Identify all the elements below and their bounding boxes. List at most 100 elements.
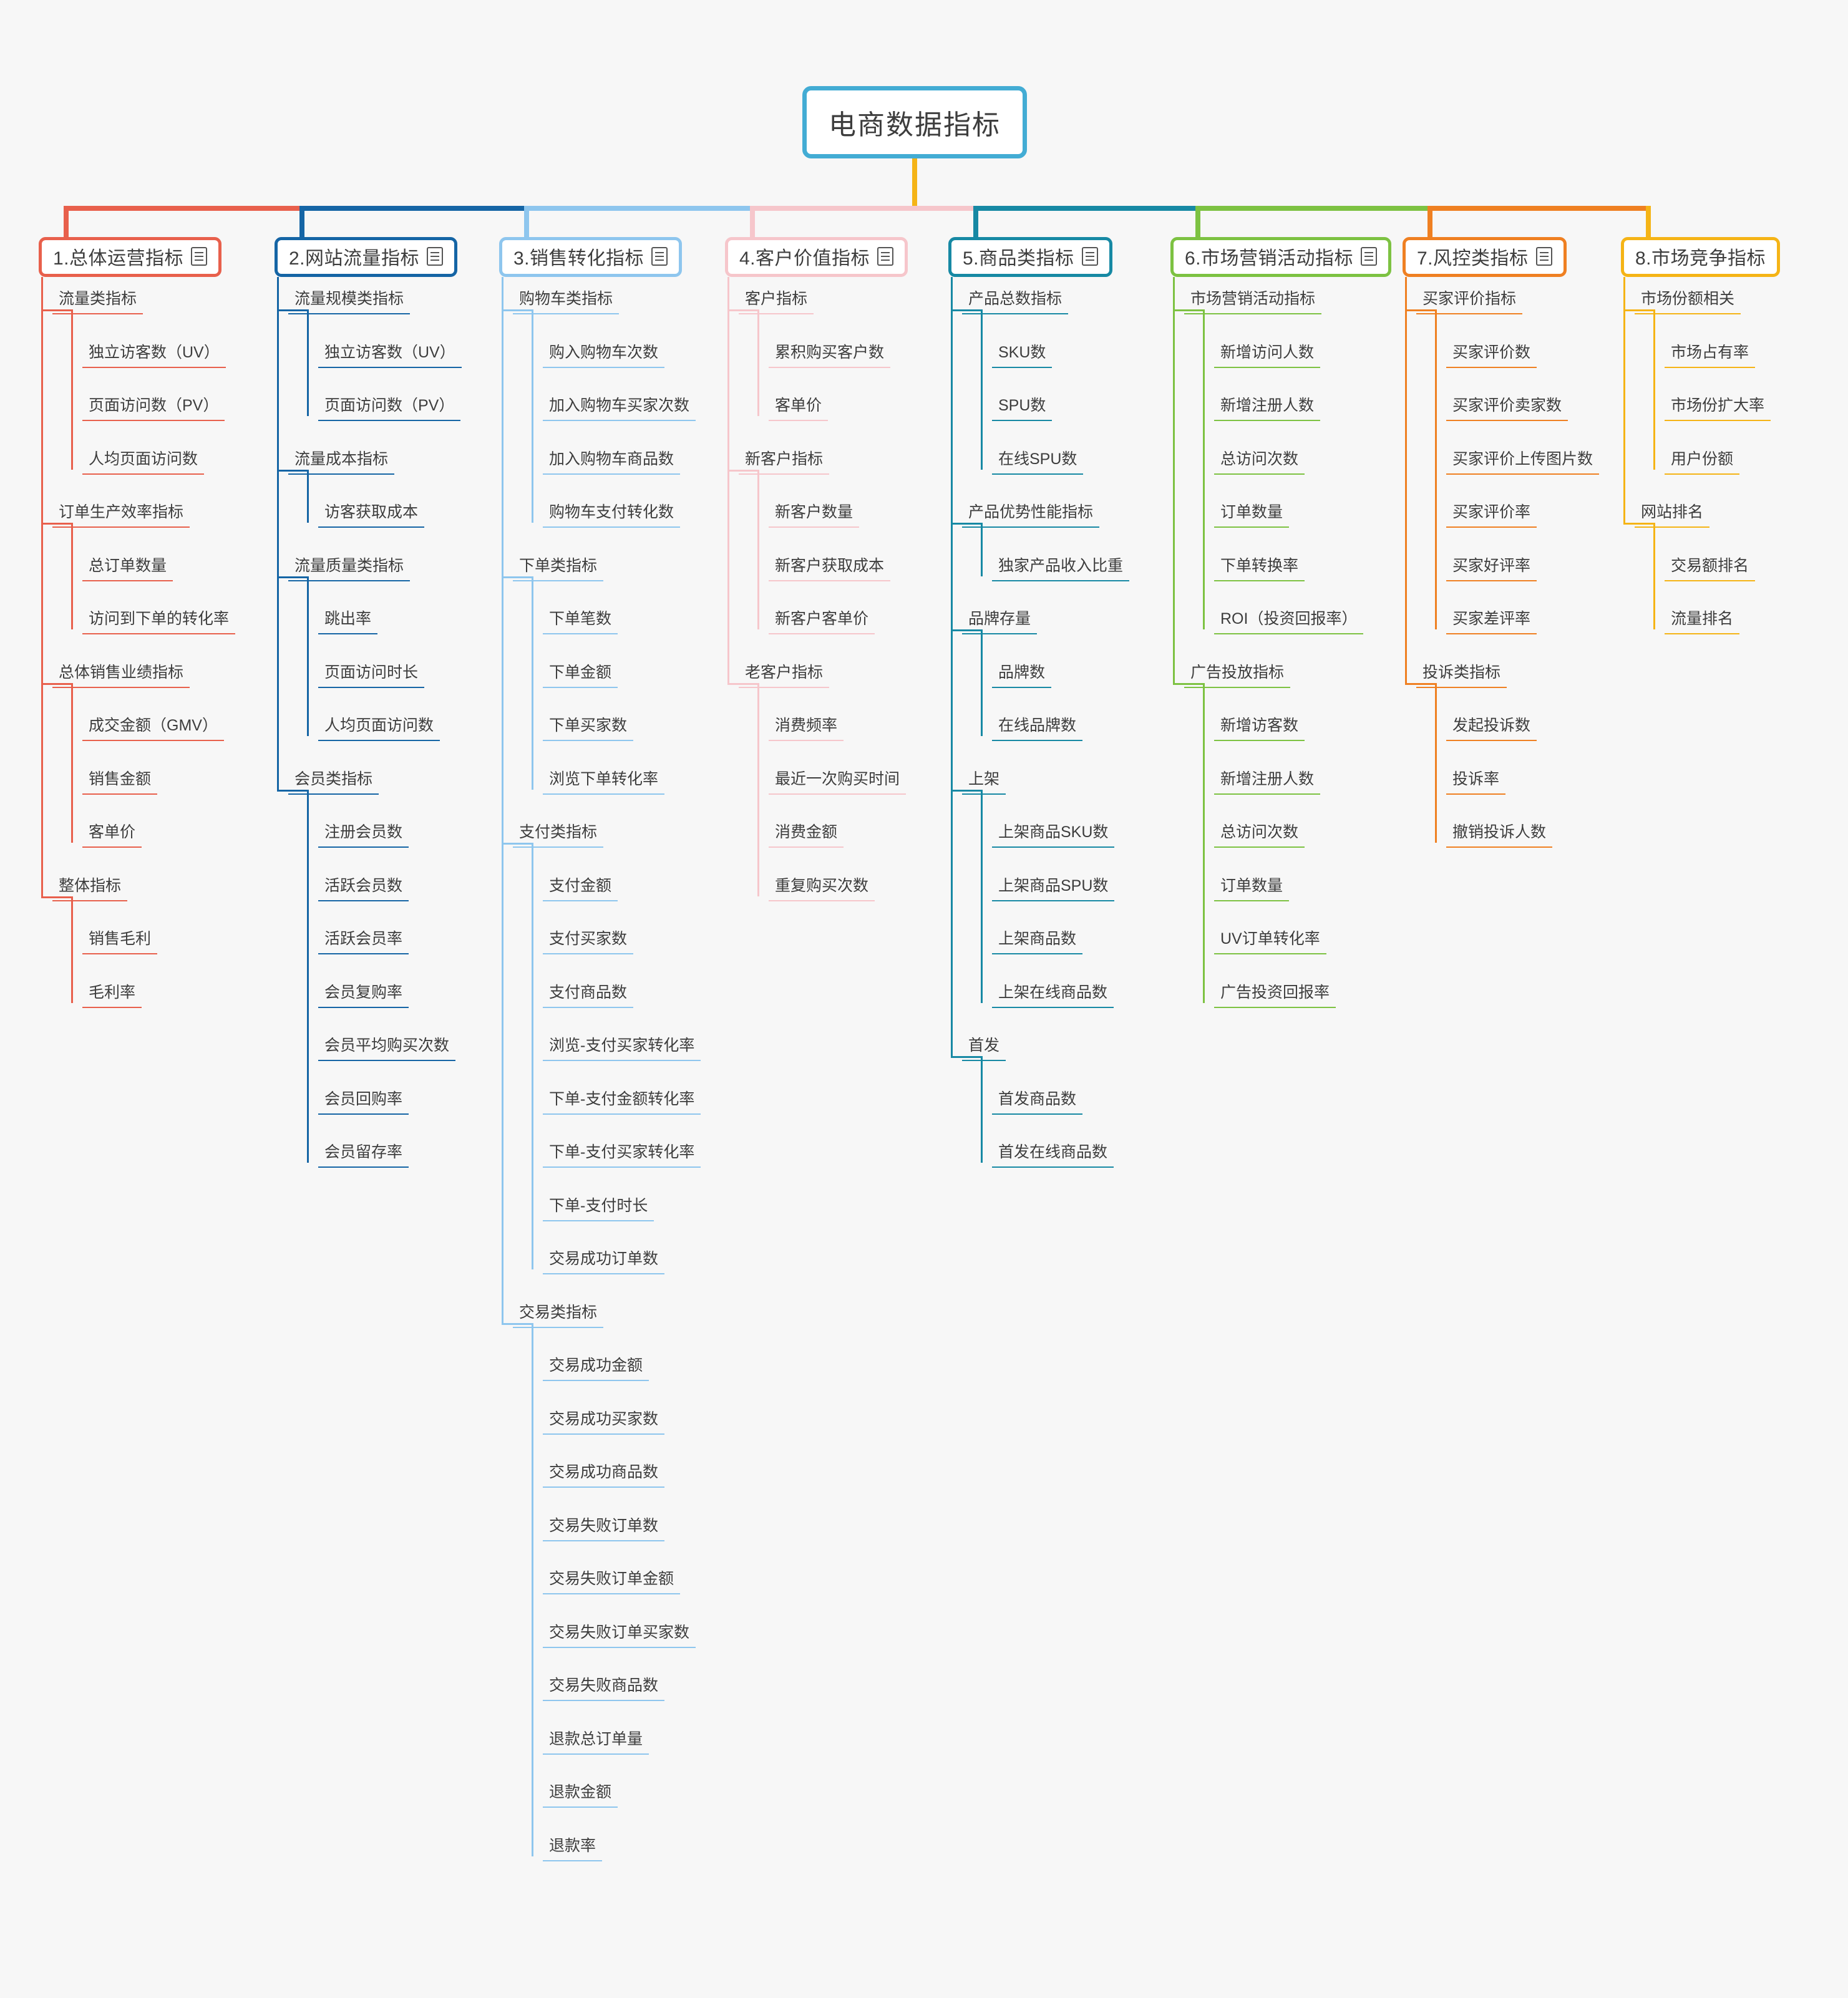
group-label[interactable]: 投诉类指标 <box>1416 663 1507 688</box>
leaf-label[interactable]: 市场占有率 <box>1665 343 1756 368</box>
leaf-label[interactable]: 会员留存率 <box>318 1143 409 1168</box>
leaf-label[interactable]: 销售金额 <box>82 770 158 795</box>
leaf-label[interactable]: 购物车支付转化数 <box>543 503 681 528</box>
group-label[interactable]: 流量类指标 <box>52 289 143 314</box>
group-label[interactable]: 上架 <box>962 770 1006 795</box>
leaf-label[interactable]: 退款总订单量 <box>543 1730 649 1755</box>
leaf-label[interactable]: UV订单转化率 <box>1214 929 1326 954</box>
leaf-label[interactable]: 购入购物车次数 <box>543 343 665 368</box>
group-label[interactable]: 广告投放指标 <box>1184 663 1291 688</box>
leaf-label[interactable]: 独家产品收入比重 <box>992 556 1130 581</box>
leaf-label[interactable]: 广告投资回报率 <box>1214 983 1336 1008</box>
leaf-label[interactable]: 访问到下单的转化率 <box>82 609 236 634</box>
leaf-label[interactable]: 总订单数量 <box>82 556 173 581</box>
leaf-label[interactable]: 下单转换率 <box>1214 556 1305 581</box>
branch-title-4[interactable]: 4.客户价值指标 <box>725 237 908 277</box>
group-label[interactable]: 流量成本指标 <box>288 450 395 475</box>
leaf-label[interactable]: 买家评价上传图片数 <box>1446 450 1600 475</box>
group-label[interactable]: 买家评价指标 <box>1416 289 1523 314</box>
leaf-label[interactable]: 会员回购率 <box>318 1090 409 1115</box>
leaf-label[interactable]: 品牌数 <box>992 663 1052 688</box>
group-label[interactable]: 客户指标 <box>739 289 814 314</box>
leaf-label[interactable]: 浏览-支付买家转化率 <box>543 1036 701 1061</box>
leaf-label[interactable]: 上架商品SPU数 <box>992 876 1115 901</box>
leaf-label[interactable]: 客单价 <box>82 823 142 848</box>
leaf-label[interactable]: 支付商品数 <box>543 983 634 1008</box>
group-label[interactable]: 首发 <box>962 1036 1006 1061</box>
leaf-label[interactable]: 在线SPU数 <box>992 450 1084 475</box>
leaf-label[interactable]: 市场份扩大率 <box>1665 396 1771 421</box>
leaf-label[interactable]: 首发在线商品数 <box>992 1143 1114 1168</box>
leaf-label[interactable]: 总访问次数 <box>1214 450 1305 475</box>
branch-title-1[interactable]: 1.总体运营指标 <box>39 237 222 277</box>
leaf-label[interactable]: 发起投诉数 <box>1446 716 1537 741</box>
leaf-label[interactable]: 支付金额 <box>543 876 618 901</box>
leaf-label[interactable]: 销售毛利 <box>82 929 158 954</box>
group-label[interactable]: 市场份额相关 <box>1635 289 1741 314</box>
leaf-label[interactable]: 页面访问数（PV） <box>82 396 225 421</box>
leaf-label[interactable]: 交易成功商品数 <box>543 1463 665 1488</box>
document-icon[interactable] <box>651 247 668 266</box>
leaf-label[interactable]: 交易失败订单数 <box>543 1516 665 1541</box>
leaf-label[interactable]: 人均页面访问数 <box>318 716 440 741</box>
leaf-label[interactable]: 交易成功金额 <box>543 1356 649 1381</box>
group-label[interactable]: 整体指标 <box>52 876 128 901</box>
leaf-label[interactable]: 在线品牌数 <box>992 716 1083 741</box>
leaf-label[interactable]: 买家差评率 <box>1446 609 1537 634</box>
branch-title-3[interactable]: 3.销售转化指标 <box>499 237 683 277</box>
leaf-label[interactable]: 消费金额 <box>769 823 844 848</box>
group-label[interactable]: 产品优势性能指标 <box>962 503 1100 528</box>
leaf-label[interactable]: 会员平均购买次数 <box>318 1036 456 1061</box>
leaf-label[interactable]: 买家评价数 <box>1446 343 1537 368</box>
leaf-label[interactable]: 独立访客数（UV） <box>82 343 226 368</box>
leaf-label[interactable]: 人均页面访问数 <box>82 450 205 475</box>
leaf-label[interactable]: 活跃会员率 <box>318 929 409 954</box>
leaf-label[interactable]: 上架在线商品数 <box>992 983 1114 1008</box>
leaf-label[interactable]: 买家好评率 <box>1446 556 1537 581</box>
branch-title-6[interactable]: 6.市场营销活动指标 <box>1170 237 1392 277</box>
leaf-label[interactable]: 交易成功订单数 <box>543 1249 665 1274</box>
leaf-label[interactable]: 加入购物车商品数 <box>543 450 681 475</box>
group-label[interactable]: 购物车类指标 <box>513 289 620 314</box>
branch-title-7[interactable]: 7.风控类指标 <box>1403 237 1567 277</box>
leaf-label[interactable]: 总访问次数 <box>1214 823 1305 848</box>
branch-title-5[interactable]: 5.商品类指标 <box>948 237 1112 277</box>
leaf-label[interactable]: 新客户数量 <box>769 503 860 528</box>
group-label[interactable]: 支付类指标 <box>513 823 604 848</box>
leaf-label[interactable]: 消费频率 <box>769 716 844 741</box>
leaf-label[interactable]: 毛利率 <box>82 983 142 1008</box>
leaf-label[interactable]: SPU数 <box>992 396 1053 421</box>
leaf-label[interactable]: 下单笔数 <box>543 609 618 634</box>
leaf-label[interactable]: 上架商品数 <box>992 929 1083 954</box>
group-label[interactable]: 订单生产效率指标 <box>52 503 190 528</box>
leaf-label[interactable]: 退款金额 <box>543 1783 618 1808</box>
group-label[interactable]: 老客户指标 <box>739 663 830 688</box>
leaf-label[interactable]: 页面访问数（PV） <box>318 396 461 421</box>
leaf-label[interactable]: 新增访客数 <box>1214 716 1305 741</box>
leaf-label[interactable]: 独立访客数（UV） <box>318 343 462 368</box>
leaf-label[interactable]: 流量排名 <box>1665 609 1740 634</box>
leaf-label[interactable]: 注册会员数 <box>318 823 409 848</box>
leaf-label[interactable]: 访客获取成本 <box>318 503 425 528</box>
leaf-label[interactable]: 活跃会员数 <box>318 876 409 901</box>
leaf-label[interactable]: 下单金额 <box>543 663 618 688</box>
leaf-label[interactable]: 新客户客单价 <box>769 609 875 634</box>
leaf-label[interactable]: 新增注册人数 <box>1214 396 1321 421</box>
group-label[interactable]: 流量规模类指标 <box>288 289 411 314</box>
leaf-label[interactable]: 下单-支付金额转化率 <box>543 1090 701 1115</box>
group-label[interactable]: 市场营销活动指标 <box>1184 289 1322 314</box>
group-label[interactable]: 总体销售业绩指标 <box>52 663 190 688</box>
group-label[interactable]: 会员类指标 <box>288 770 379 795</box>
leaf-label[interactable]: 下单-支付买家转化率 <box>543 1143 701 1168</box>
leaf-label[interactable]: 会员复购率 <box>318 983 409 1008</box>
leaf-label[interactable]: 退款率 <box>543 1836 603 1861</box>
leaf-label[interactable]: ROI（投资回报率） <box>1214 609 1364 634</box>
leaf-label[interactable]: 用户份额 <box>1665 450 1740 475</box>
leaf-label[interactable]: 交易失败订单金额 <box>543 1569 681 1594</box>
leaf-label[interactable]: 买家评价卖家数 <box>1446 396 1568 421</box>
group-label[interactable]: 交易类指标 <box>513 1303 604 1328</box>
document-icon[interactable] <box>191 247 208 266</box>
document-icon[interactable] <box>1361 247 1378 266</box>
leaf-label[interactable]: 订单数量 <box>1214 503 1290 528</box>
group-label[interactable]: 产品总数指标 <box>962 289 1069 314</box>
